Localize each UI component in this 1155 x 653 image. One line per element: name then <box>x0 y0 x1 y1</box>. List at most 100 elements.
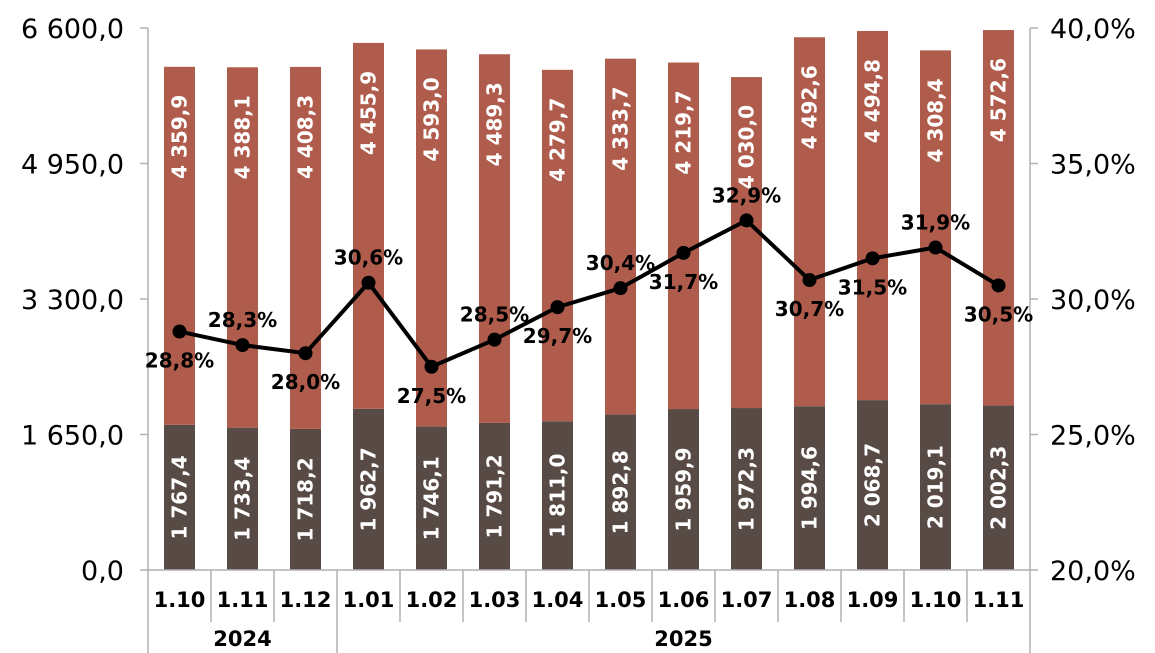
percentage-label: 30,4% <box>586 251 655 275</box>
bar-segment-upper <box>164 66 195 425</box>
percentage-point <box>172 324 187 339</box>
bar-value-label-upper: 4 593,0 <box>420 77 444 161</box>
x-axis-category-label: 1.07 <box>721 588 773 612</box>
bar-segment-lower <box>353 408 384 570</box>
bar-segment-lower <box>227 427 258 570</box>
bar-segment-upper <box>605 58 636 415</box>
percentage-point <box>424 359 439 374</box>
percentage-label: 27,5% <box>397 384 466 408</box>
bar-value-label-lower: 1 791,2 <box>483 454 507 538</box>
bar-value-label-lower: 1 962,7 <box>357 447 381 531</box>
right-axis-tick-label: 35,0% <box>1050 150 1136 181</box>
percentage-point <box>928 240 943 255</box>
left-axis-tick-label: 4 950,0 <box>21 150 124 181</box>
bar-segment-lower <box>416 426 447 570</box>
percentage-label: 31,9% <box>901 211 970 235</box>
x-axis-category-label: 1.08 <box>784 588 836 612</box>
percentage-point <box>865 251 880 266</box>
bar-segment-upper <box>920 50 951 405</box>
bar-segment-lower <box>794 406 825 570</box>
percentage-point <box>298 346 313 361</box>
bar-value-label-upper: 4 388,1 <box>231 95 255 179</box>
bar-value-label-upper: 4 359,9 <box>168 95 192 179</box>
x-axis-category-label: 1.05 <box>595 588 647 612</box>
percentage-label: 29,7% <box>523 324 592 348</box>
right-y-axis: 20,0% 25,0% 30,0% 35,0% 40,0% <box>1029 14 1136 587</box>
percentage-point <box>550 300 565 315</box>
bar-segment-upper <box>668 62 699 410</box>
bar-segment-upper <box>794 37 825 407</box>
bar-segment-lower <box>164 424 195 570</box>
bar-segment-upper <box>857 30 888 401</box>
right-axis-tick-label: 40,0% <box>1050 14 1136 45</box>
x-axis-category-label: 1.10 <box>910 588 962 612</box>
bar-segment-lower <box>668 409 699 570</box>
bar-value-label-upper: 4 489,3 <box>483 82 507 166</box>
x-axis-category-label: 1.09 <box>847 588 899 612</box>
bar-value-label-lower: 1 892,8 <box>609 450 633 534</box>
right-axis-tick-label: 20,0% <box>1050 556 1136 587</box>
x-axis-category-label: 1.01 <box>343 588 395 612</box>
bar-value-label-lower: 1 746,1 <box>420 456 444 540</box>
bar-value-label-lower: 1 972,3 <box>735 447 759 531</box>
bar-segment-upper <box>731 77 762 409</box>
percentage-point <box>487 332 502 347</box>
percentage-point <box>361 275 376 290</box>
bar-value-label-upper: 4 408,3 <box>294 95 318 179</box>
bar-segment-upper <box>542 69 573 422</box>
bar-segment-lower <box>542 421 573 570</box>
percentage-label: 30,6% <box>334 246 403 270</box>
bar-value-label-lower: 1 959,9 <box>672 447 696 531</box>
percentage-label: 31,5% <box>838 275 907 299</box>
x-axis-category-label: 1.03 <box>469 588 521 612</box>
percentage-label: 28,5% <box>460 303 529 327</box>
bar-value-label-upper: 4 333,7 <box>609 87 633 171</box>
bar-value-label-lower: 1 811,0 <box>546 454 570 538</box>
percentage-point <box>991 278 1006 293</box>
x-axis-category-label: 1.12 <box>280 588 332 612</box>
percentage-line: 28,8% 28,3% 28,0% 30,6% 27,5% 28,5%29,7% 30,4%… <box>145 183 1033 407</box>
left-y-axis: 0,0 1 650,0 3 300,0 4 950,0 6 600,0 <box>21 14 149 587</box>
bar-value-label-upper: 4 492,6 <box>798 65 822 149</box>
x-axis-category-label: 1.04 <box>532 588 584 612</box>
left-axis-tick-label: 0,0 <box>81 556 124 587</box>
bar-value-label-upper: 4 455,9 <box>357 71 381 155</box>
bar-value-label-upper: 4 279,7 <box>546 98 570 182</box>
percentage-point <box>235 338 250 353</box>
percentage-point <box>613 281 628 296</box>
right-axis-tick-label: 25,0% <box>1050 421 1136 452</box>
bar-series: 1 767,4 4 359,9 1 733,4 4 388,1 1 718,2 4 408… <box>164 30 1014 570</box>
bar-segment-lower <box>479 422 510 570</box>
bar-value-label-upper: 4 030,0 <box>735 105 759 189</box>
percentage-point <box>676 245 691 260</box>
bar-value-label-upper: 4 219,7 <box>672 90 696 174</box>
x-axis-category-label: 1.02 <box>406 588 458 612</box>
bar-segment-lower <box>290 428 321 570</box>
bar-segment-lower <box>920 404 951 570</box>
left-axis-tick-label: 3 300,0 <box>21 285 124 316</box>
bar-value-label-upper: 4 572,6 <box>987 58 1011 142</box>
x-axis-year-label: 2024 <box>213 627 271 651</box>
bar-value-label-lower: 1 733,4 <box>231 457 255 541</box>
x-axis-category-label: 1.06 <box>658 588 710 612</box>
bar-value-label-lower: 2 002,3 <box>987 446 1011 530</box>
percentage-point <box>802 273 817 288</box>
bar-value-label-lower: 1 767,4 <box>168 455 192 539</box>
percentage-label: 31,7% <box>649 270 718 294</box>
x-axis-category-label: 1.11 <box>217 588 269 612</box>
bar-segment-upper <box>353 42 384 409</box>
bar-segment-upper <box>479 54 510 423</box>
x-axis-year-label: 2025 <box>654 627 712 651</box>
bar-segment-lower <box>605 414 636 570</box>
bar-segment-upper <box>290 66 321 429</box>
percentage-line-path <box>179 218 1000 369</box>
percentage-label: 30,5% <box>964 302 1033 326</box>
bar-value-label-lower: 2 068,7 <box>861 443 885 527</box>
bar-value-label-upper: 4 308,4 <box>924 78 948 162</box>
percentage-label: 30,7% <box>775 297 844 321</box>
bar-segment-lower <box>857 400 888 570</box>
right-axis-tick-label: 30,0% <box>1050 285 1136 316</box>
x-axis: 1.10 1.11 1.12 1.01 1.02 1.03 1.04 1.05 1.06 1.07… <box>147 569 1031 653</box>
percentage-label: 28,8% <box>145 349 214 373</box>
